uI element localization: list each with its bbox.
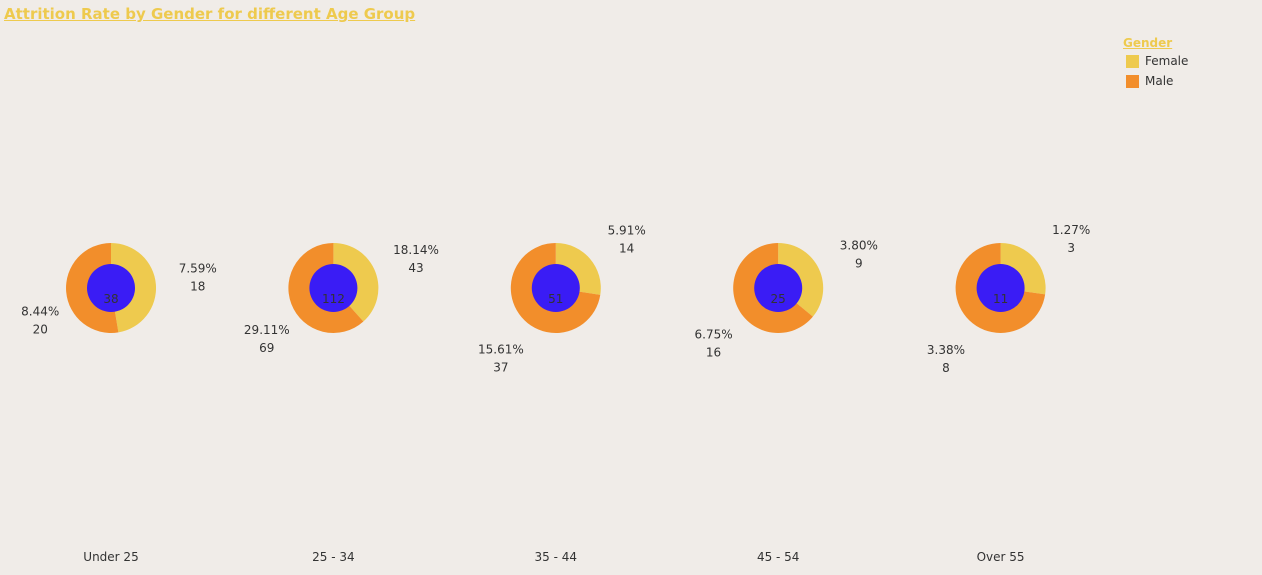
total-label: 112 [322,292,345,306]
category-label: Over 55 [977,550,1025,564]
male-count-label: 37 [493,361,508,375]
category-label: 35 - 44 [535,550,578,564]
legend-label-female: Female [1145,54,1189,68]
male-count-label: 16 [706,346,721,360]
female-count-label: 18 [190,279,205,293]
total-label: 11 [993,292,1008,306]
female-count-label: 3 [1067,241,1075,255]
legend-item-female[interactable]: Female [1123,51,1188,71]
male-pct-label: 15.61% [478,343,524,357]
total-label: 38 [103,292,118,306]
total-label: 51 [548,292,563,306]
legend-item-male[interactable]: Male [1123,71,1188,91]
chart-title: Attrition Rate by Gender for different A… [4,5,416,23]
female-pct-label: 5.91% [608,223,646,237]
male-count-label: 20 [33,323,48,337]
donut-center [87,264,135,312]
donut-4 [733,243,824,333]
donut-center [754,264,803,312]
donut-3 [510,242,601,333]
category-label: 25 - 34 [312,550,355,564]
female-count-label: 43 [408,261,423,275]
male-count-label: 69 [259,341,274,355]
donut-5 [955,243,1046,334]
donut-center [531,264,580,312]
category-label: Under 25 [83,550,138,564]
male-pct-label: 29.11% [244,323,290,337]
legend-swatch-female [1126,54,1139,68]
male-pct-label: 3.38% [927,343,965,357]
female-count-label: 9 [855,256,863,270]
donut-center [309,264,358,312]
legend: Gender Female Male [1123,36,1188,91]
category-label: 45 - 54 [757,550,800,564]
donut-center [976,264,1025,312]
female-pct-label: 1.27% [1052,223,1090,237]
male-count-label: 8 [942,361,950,375]
female-pct-label: 3.80% [840,238,878,252]
male-pct-label: 8.44% [21,305,59,319]
female-pct-label: 18.14% [393,243,439,257]
total-label: 25 [771,292,786,306]
legend-label-male: Male [1145,74,1174,88]
male-pct-label: 6.75% [695,328,733,342]
female-count-label: 14 [619,241,634,255]
female-pct-label: 7.59% [179,261,217,275]
legend-swatch-male [1126,74,1139,88]
donut-2 [288,242,379,333]
donut-1 [66,243,157,333]
legend-title: Gender [1123,36,1173,50]
